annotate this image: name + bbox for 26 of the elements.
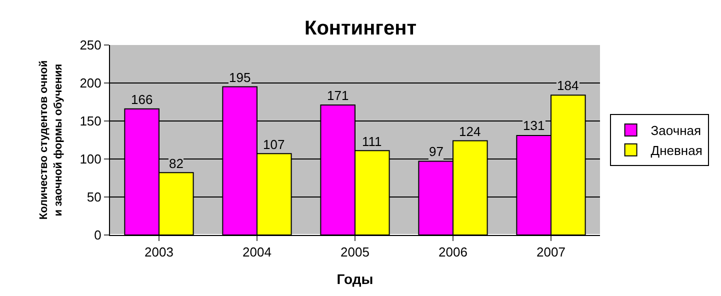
legend-label: Дневная xyxy=(650,142,702,158)
x-tick-label: 2005 xyxy=(340,244,370,260)
data-label: 184 xyxy=(557,78,579,93)
x-tick-label: 2006 xyxy=(438,244,468,260)
data-label: 131 xyxy=(523,118,545,133)
data-label: 97 xyxy=(429,144,444,159)
y-tick-label: 100 xyxy=(80,152,102,167)
data-label: 82 xyxy=(169,156,184,171)
y-tick-label: 0 xyxy=(94,228,102,243)
x-tick-label: 2003 xyxy=(144,244,174,260)
data-label: 195 xyxy=(229,70,251,85)
data-label: 107 xyxy=(263,137,285,152)
y-tick-label: 150 xyxy=(80,114,102,129)
y-tick-label: 50 xyxy=(86,190,102,205)
data-label: 171 xyxy=(327,88,349,103)
x-tick-label: 2007 xyxy=(536,244,566,260)
y-tick-label: 250 xyxy=(80,38,102,53)
x-tick-label: 2004 xyxy=(242,244,272,260)
data-label: 124 xyxy=(459,124,481,139)
y-axis-title: Количество студентов очной и заочной формы обучения xyxy=(38,60,64,220)
x-axis-title: Годы xyxy=(336,270,374,287)
y-tick-label: 200 xyxy=(80,76,102,91)
data-label: 111 xyxy=(362,134,382,149)
legend-label: Заочная xyxy=(650,123,702,138)
chart-title: Контингент xyxy=(304,18,417,40)
data-label: 166 xyxy=(131,92,153,107)
